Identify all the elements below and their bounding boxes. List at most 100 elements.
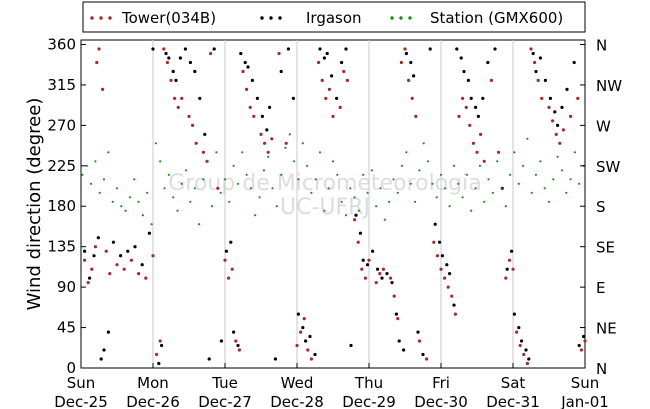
series-0-point-51 — [320, 78, 324, 82]
series-2-point-104 — [530, 191, 533, 194]
series-2-point-29 — [206, 160, 209, 163]
series-0-point-6 — [101, 87, 105, 91]
series-1-point-8 — [119, 254, 123, 258]
series-2-point-94 — [487, 178, 490, 181]
series-0-point-112 — [583, 339, 587, 343]
series-2-point-0 — [81, 173, 84, 176]
series-1-point-37 — [255, 96, 259, 100]
series-1-point-2 — [92, 254, 96, 258]
series-0-point-99 — [525, 361, 530, 366]
series-0-point-37 — [248, 105, 252, 109]
series-1-point-96 — [517, 326, 521, 330]
series-0-point-65 — [381, 267, 385, 271]
series-1-point-29 — [224, 249, 228, 253]
series-1-point-50 — [318, 47, 322, 51]
series-1-point-19 — [174, 78, 178, 82]
x-tick-day-1: Mon — [137, 374, 169, 392]
series-0-point-98 — [522, 352, 526, 357]
x-tick-date-1: Dec-26 — [126, 393, 180, 409]
series-0-point-32 — [230, 267, 234, 271]
series-1-point-43 — [286, 47, 290, 51]
series-2-point-88 — [461, 196, 464, 199]
series-1-point-68 — [397, 339, 401, 343]
series-2-point-102 — [522, 164, 525, 167]
series-1-point-90 — [486, 60, 490, 65]
series-2-point-9 — [120, 205, 123, 208]
series-0-point-83 — [457, 114, 461, 118]
legend-label-tower: Tower(034B) — [121, 9, 216, 27]
series-2-point-78 — [418, 169, 421, 172]
series-0-point-108 — [561, 128, 566, 132]
series-2-point-81 — [431, 182, 434, 185]
series-1-point-105 — [553, 110, 557, 114]
series-1-point-4 — [99, 357, 103, 361]
y-tick-label-4: 180 — [47, 197, 76, 215]
series-2-point-87 — [457, 182, 460, 185]
series-0-point-39 — [259, 132, 263, 136]
series-2-point-8 — [115, 187, 119, 190]
series-1-point-25 — [203, 132, 207, 136]
series-1-point-70 — [404, 51, 408, 56]
legend-marker-station-2 — [399, 16, 403, 20]
series-0-point-15 — [155, 352, 159, 357]
series-0-point-17 — [162, 47, 166, 51]
series-2-point-4 — [98, 191, 101, 194]
legend-entry-irgason: Irgason — [260, 9, 362, 27]
series-0-point-1 — [86, 281, 90, 285]
series-2-point-112 — [565, 191, 568, 194]
series-1-point-69 — [402, 348, 406, 352]
series-2-point-37 — [241, 151, 244, 154]
series-0-point-31 — [227, 276, 231, 280]
series-2-point-54 — [314, 178, 317, 181]
series-0-point-54 — [331, 114, 335, 118]
series-2-point-1 — [85, 164, 88, 167]
series-2-point-45 — [275, 205, 278, 208]
series-2-point-92 — [478, 164, 481, 167]
series-1-point-61 — [366, 263, 370, 267]
series-2-point-44 — [271, 187, 274, 190]
series-2-point-71 — [388, 200, 391, 203]
y-tick-label-5: 225 — [47, 157, 76, 175]
series-2-point-74 — [401, 164, 404, 167]
y-tick-label-7: 315 — [47, 76, 76, 94]
series-1-point-27 — [212, 47, 216, 51]
series-1-point-109 — [572, 60, 576, 65]
series-1-point-52 — [325, 51, 329, 56]
series-1-point-18 — [171, 69, 175, 74]
series-2-point-73 — [396, 191, 399, 194]
series-2-point-46 — [280, 173, 283, 176]
series-1-point-32 — [236, 343, 240, 348]
series-0-point-29 — [216, 186, 220, 190]
series-1-point-1 — [88, 276, 92, 280]
y-tick-label-1: 45 — [57, 319, 76, 337]
series-2-point-62 — [349, 187, 352, 190]
series-0-point-103 — [540, 96, 544, 100]
y-tick-label-6: 270 — [47, 116, 76, 134]
series-0-point-52 — [324, 96, 328, 100]
series-1-point-78 — [440, 254, 444, 258]
series-1-point-89 — [481, 96, 485, 100]
series-2-point-58 — [331, 160, 335, 163]
series-0-point-47 — [302, 317, 306, 321]
series-1-point-5 — [102, 348, 106, 352]
series-1-point-12 — [147, 231, 151, 235]
series-0-point-96 — [515, 330, 519, 334]
series-2-point-28 — [202, 178, 205, 181]
series-0-point-16 — [158, 339, 162, 343]
series-2-point-90 — [470, 209, 473, 212]
series-2-point-43 — [267, 155, 270, 158]
series-2-point-85 — [448, 205, 451, 208]
series-0-point-5 — [97, 47, 101, 51]
series-2-point-60 — [340, 200, 343, 203]
series-0-point-30 — [223, 258, 227, 262]
series-1-point-3 — [96, 236, 100, 240]
series-2-point-80 — [426, 160, 430, 163]
legend-marker-irgason-2 — [269, 16, 273, 20]
series-2-point-26 — [193, 187, 196, 190]
series-2-point-82 — [435, 196, 438, 199]
compass-label-3: SE — [596, 239, 615, 257]
series-1-point-64 — [380, 276, 384, 280]
series-1-point-48 — [308, 334, 312, 339]
series-0-point-70 — [403, 47, 407, 51]
x-tick-date-3: Dec-28 — [270, 393, 324, 409]
